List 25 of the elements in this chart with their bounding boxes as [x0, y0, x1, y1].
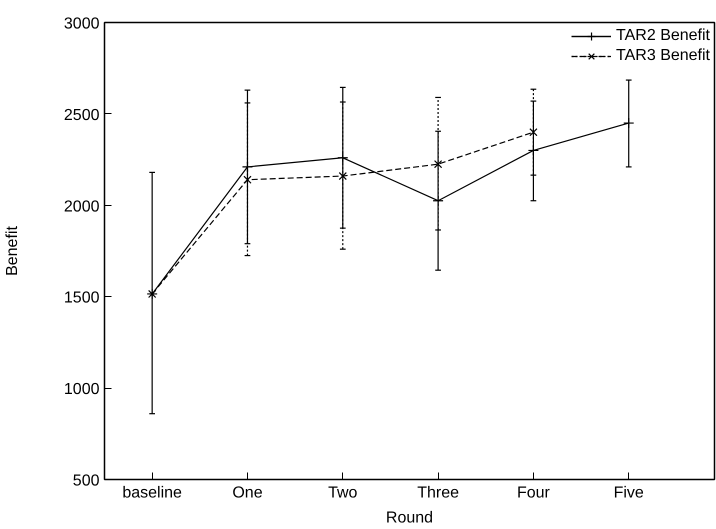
legend-label: TAR3 Benefit	[616, 47, 710, 65]
x-tick-label: Three	[417, 484, 460, 502]
point	[529, 128, 538, 136]
point	[243, 176, 252, 184]
x-tick-label: baseline	[122, 484, 182, 502]
y-tick-label: 500	[72, 472, 100, 490]
y-axis-title: Benefit	[4, 226, 21, 276]
y-tick-label: 2000	[64, 198, 100, 216]
x-axis-title: Round	[386, 510, 434, 526]
x-tick-label: Four	[516, 484, 551, 502]
point	[623, 117, 634, 129]
x-tick-label: One	[232, 484, 263, 502]
y-tick-label: 3000	[64, 16, 100, 32]
point	[337, 152, 348, 164]
y-tick-label: 1000	[64, 381, 100, 398]
x-tick-label: Five	[614, 484, 644, 502]
point	[528, 144, 540, 156]
y-tick-label: 2500	[64, 106, 100, 124]
point	[434, 160, 442, 168]
legend-label: TAR2 Benefit	[616, 27, 710, 45]
point	[242, 161, 254, 173]
point	[432, 195, 444, 206]
y-tick-label: 1500	[64, 290, 100, 307]
point	[338, 172, 347, 180]
x-tick-label: Two	[328, 484, 358, 502]
